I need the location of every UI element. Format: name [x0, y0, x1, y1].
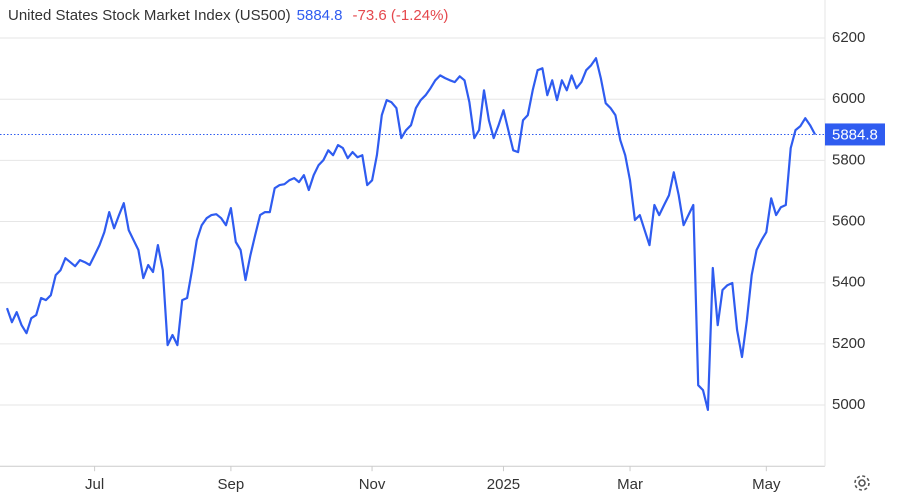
settings-icon[interactable] [854, 475, 870, 491]
x-tick-label: Jul [85, 476, 104, 493]
plot-area: 5000 5200 5400 5600 5800 6000 6200 Jul Sep Nov 202… [0, 0, 885, 493]
y-tick-label: 6200 [832, 29, 865, 46]
y-tick-label: 5800 [832, 151, 865, 168]
last-value: 5884.8 [297, 7, 343, 24]
y-tick-label: 5600 [832, 213, 865, 230]
last-value-label: 5884.8 [832, 126, 878, 143]
x-tick-label: May [752, 476, 781, 493]
y-tick-label: 5400 [832, 274, 865, 291]
title-text: United States Stock Market Index (US500) [8, 7, 291, 24]
x-tick-label: 2025 [487, 476, 520, 493]
chart-title: United States Stock Market Index (US500)… [8, 7, 448, 24]
y-tick-label: 6000 [832, 90, 865, 107]
y-tick-label: 5000 [832, 396, 865, 413]
change-value: -73.6 (-1.24%) [353, 7, 449, 24]
x-tick-label: Mar [617, 476, 643, 493]
price-line [5, 57, 816, 411]
last-value-box [825, 123, 885, 146]
x-tick-label: Sep [218, 476, 245, 493]
y-tick-label: 5200 [832, 335, 865, 352]
x-tick-label: Nov [359, 476, 386, 493]
